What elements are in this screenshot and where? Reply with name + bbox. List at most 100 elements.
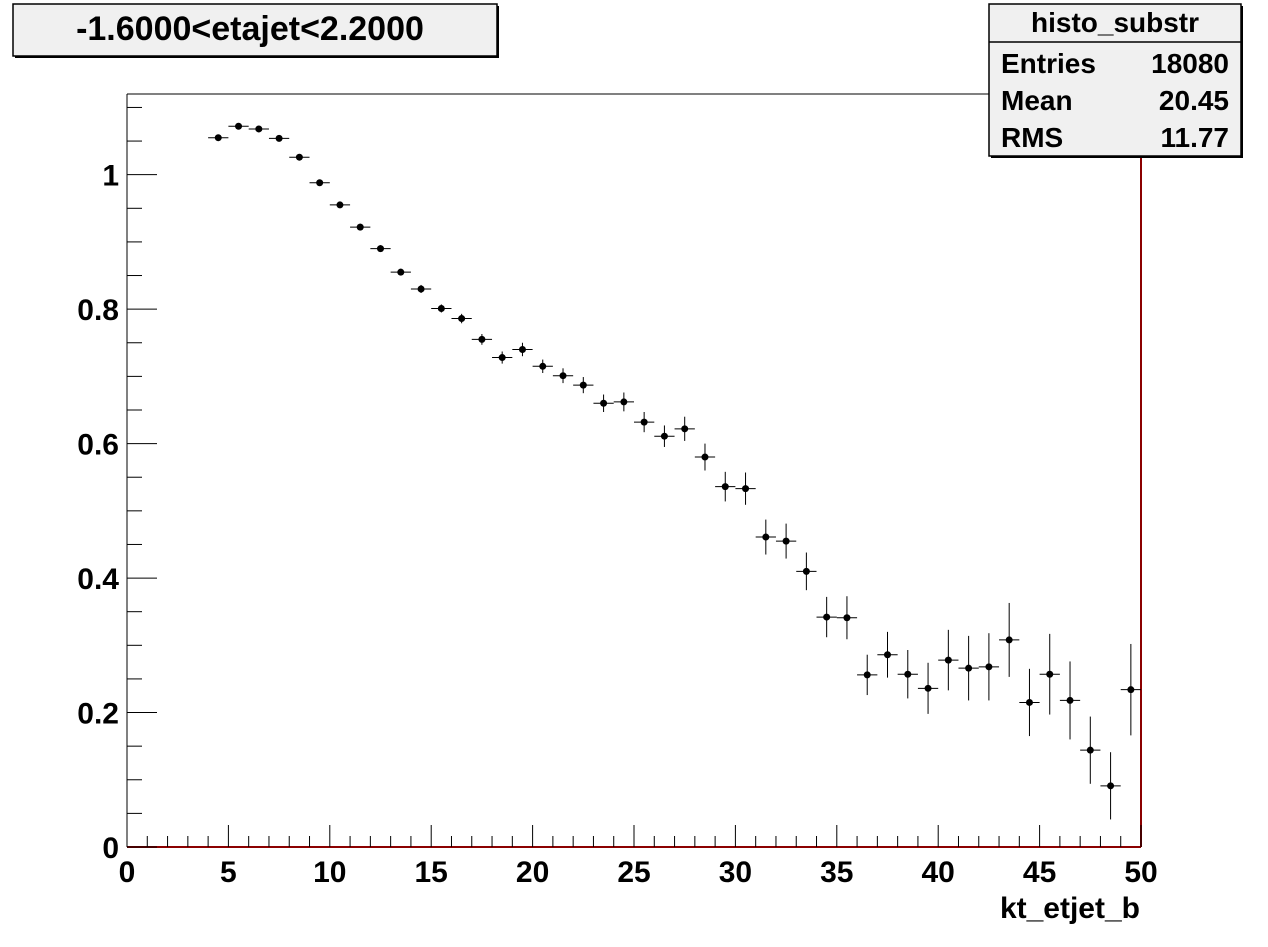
data-point: [410, 284, 432, 294]
data-point: [329, 201, 351, 209]
stats-entries-value: 18080: [1151, 48, 1229, 79]
stats-entries-label: Entries: [1001, 48, 1096, 79]
point-marker: [579, 381, 587, 389]
data-point: [796, 552, 817, 591]
point-marker: [417, 285, 425, 293]
data-point: [816, 596, 837, 638]
data-point: [674, 416, 695, 441]
x-tick-label: 10: [313, 856, 346, 889]
point-marker: [336, 201, 344, 209]
x-tick-label: 35: [820, 856, 853, 889]
point-marker: [437, 304, 445, 312]
y-tick-label: 0: [102, 832, 119, 865]
data-point: [958, 635, 979, 701]
data-point: [999, 602, 1020, 677]
point-marker: [721, 483, 729, 491]
data-point: [289, 153, 310, 161]
point-marker: [985, 663, 993, 671]
point-marker: [843, 614, 851, 622]
data-point: [1039, 633, 1060, 715]
data-point: [1100, 752, 1121, 820]
data-point: [431, 304, 452, 313]
point-marker: [782, 537, 790, 545]
data-point: [775, 523, 797, 559]
axes: [126, 93, 1142, 848]
tick-labels: 0 5 10 15 20 25 30 35 40 45 50 0 0.2 0.4 0.6 0.8 1: [77, 160, 1157, 889]
point-marker: [235, 122, 243, 130]
stats-rms-label: RMS: [1001, 122, 1063, 153]
point-marker: [802, 567, 810, 575]
point-marker: [600, 399, 608, 407]
point-marker: [1127, 686, 1135, 694]
x-tick-label: 15: [415, 856, 448, 889]
x-tick-label: 50: [1124, 856, 1157, 889]
point-marker: [498, 354, 506, 362]
point-marker: [377, 245, 384, 253]
point-marker: [1005, 636, 1013, 644]
point-marker: [316, 179, 324, 187]
point-marker: [356, 223, 364, 231]
data-point: [350, 223, 371, 231]
point-marker: [1086, 746, 1094, 754]
data-point: [573, 377, 594, 394]
stats-box: histo_substr Entries 18080 Mean 20.45 RM…: [988, 3, 1243, 158]
x-axis-title: kt_etjet_b: [1000, 892, 1140, 925]
data-point: [248, 125, 269, 133]
point-marker: [681, 425, 689, 433]
point-marker: [397, 268, 405, 276]
data-point: [1080, 716, 1101, 784]
point-marker: [478, 335, 486, 343]
point-marker: [660, 432, 668, 440]
data-points: [208, 122, 1141, 820]
point-marker: [762, 533, 770, 541]
chart-title: -1.6000<etajet<2.2000: [76, 10, 424, 48]
point-marker: [458, 315, 466, 323]
data-point: [634, 412, 655, 433]
title-box: -1.6000<etajet<2.2000: [12, 3, 499, 58]
data-point: [938, 629, 959, 691]
point-marker: [924, 684, 932, 692]
stats-mean-value: 20.45: [1159, 85, 1229, 116]
stats-box-name: histo_substr: [1031, 7, 1199, 38]
point-marker: [620, 398, 628, 406]
point-marker: [1025, 698, 1033, 706]
data-point: [451, 313, 472, 324]
point-marker: [701, 453, 709, 461]
data-point: [836, 596, 858, 640]
point-marker: [295, 153, 303, 161]
point-marker: [884, 651, 891, 659]
data-point: [208, 134, 229, 142]
data-point: [917, 662, 939, 714]
data-point: [755, 519, 776, 555]
data-point: [532, 359, 553, 374]
point-marker: [559, 372, 567, 380]
point-marker: [1107, 782, 1115, 790]
data-point: [492, 351, 513, 364]
x-tick-label: 40: [922, 856, 955, 889]
data-point: [1120, 643, 1141, 736]
data-point: [715, 471, 736, 502]
x-tick-label: 20: [516, 856, 549, 889]
data-point: [613, 392, 634, 412]
data-point: [877, 631, 898, 678]
point-marker: [863, 671, 871, 679]
point-marker: [823, 613, 831, 621]
data-point: [471, 334, 493, 345]
stats-rms-value: 11.77: [1160, 122, 1229, 153]
point-marker: [742, 485, 750, 493]
point-marker: [539, 362, 547, 370]
point-marker: [944, 656, 952, 664]
data-point: [593, 394, 614, 413]
data-point: [1059, 661, 1081, 740]
data-point: [268, 134, 290, 142]
data-point: [370, 245, 391, 253]
point-marker: [275, 134, 283, 142]
y-tick-label: 0.8: [77, 294, 119, 327]
point-marker: [640, 418, 648, 426]
y-tick-label: 0.4: [77, 563, 119, 596]
point-marker: [518, 345, 526, 353]
data-point: [552, 368, 574, 384]
data-point: [228, 122, 249, 130]
x-tick-label: 30: [719, 856, 752, 889]
